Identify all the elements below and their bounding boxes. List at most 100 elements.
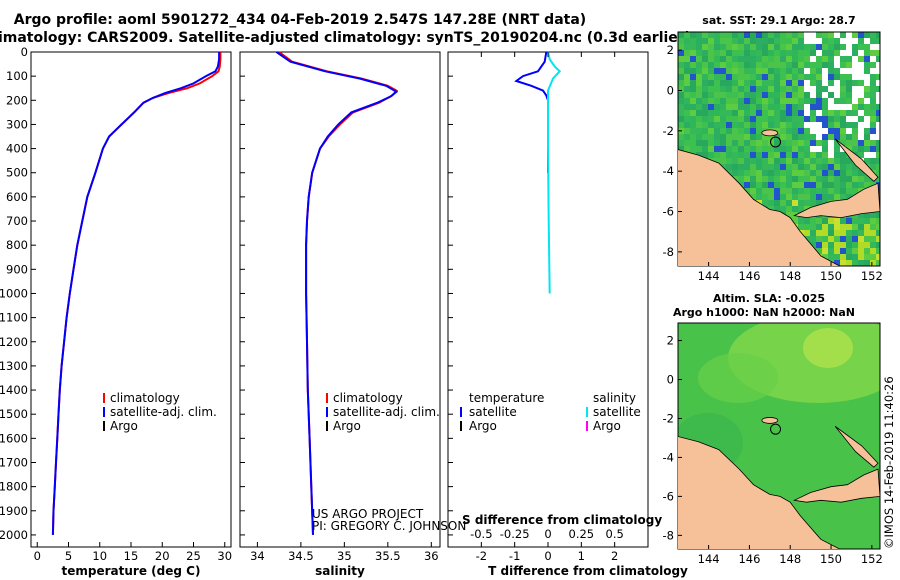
difference-panel: -2 -1 0 1 2T difference from climatology-0.5… — [447, 51, 688, 578]
sst-map: sat. SST: 29.1 Argo: 28.7 144 146 148 150 152… — [663, 14, 883, 283]
y-tick-label: 2000 — [0, 528, 28, 542]
map-y-tick-label: -6 — [663, 205, 674, 219]
map-y-tick-label: -4 — [663, 164, 674, 178]
map-x-tick-label: 152 — [861, 269, 883, 283]
x-tick-label: -1 — [509, 549, 520, 563]
map-y-tick-label: -8 — [663, 528, 674, 542]
x-tick-label: 35 — [337, 549, 352, 563]
salinity-panel: 34 34.5 35 35.5 36 salinity climatologysatelli… — [239, 51, 441, 578]
y-tick-label: 100 — [6, 69, 28, 83]
top-tick-label: 0.5 — [606, 527, 624, 541]
y-tick-label: 300 — [6, 117, 28, 131]
x-tick-label: 0 — [544, 549, 551, 563]
x-tick-label: 20 — [155, 549, 170, 563]
map-y-tick-label: 2 — [667, 334, 674, 348]
x-tick-label: 2 — [611, 549, 618, 563]
map-x-tick-label: 146 — [738, 269, 760, 283]
map-title-line-2: Argo h1000: NaN h2000: NaN — [673, 306, 855, 319]
new-guinea-land — [678, 149, 841, 266]
legend-entry: satellite — [593, 405, 641, 419]
y-tick-label: 600 — [6, 190, 28, 204]
map-y-tick-label: -2 — [663, 124, 674, 138]
temperature-panel: 0 5 10 15 20 25 30 temperature (deg C) 0 100 200 30… — [0, 45, 232, 578]
y-tick-label: 700 — [6, 214, 28, 228]
map-y-tick-label: -6 — [663, 489, 674, 503]
x-tick-label: 0 — [34, 549, 41, 563]
map-x-tick-label: 148 — [779, 552, 801, 566]
series-line-t-satellite — [514, 51, 549, 173]
y-tick-label: 1600 — [0, 431, 28, 445]
y-tick-label: 1300 — [0, 359, 28, 373]
map-y-tick-label: 0 — [667, 373, 674, 387]
title-line-2: Climatology: CARS2009. Satellite-adjuste… — [0, 30, 691, 46]
x-tick-label: 1 — [578, 549, 585, 563]
project-label: US ARGO PROJECT — [312, 507, 424, 521]
series-line-s-satellite — [547, 51, 562, 294]
map-x-tick-label: 150 — [820, 552, 842, 566]
x-tick-label: 34 — [250, 549, 265, 563]
map-y-tick-label: 2 — [667, 43, 674, 57]
axes-frame — [30, 51, 232, 548]
x-axis-label: salinity — [315, 564, 365, 578]
legend-entry: satellite — [469, 405, 517, 419]
x-tick-label: 35.5 — [375, 549, 401, 563]
x-tick-label: -2 — [476, 549, 487, 563]
new-guinea-land — [678, 436, 841, 549]
axes-frame — [239, 51, 441, 548]
x-tick-label: 30 — [217, 549, 232, 563]
x-tick-label: 36 — [424, 549, 439, 563]
y-tick-label: 900 — [6, 262, 28, 276]
x-axis-label: temperature (deg C) — [62, 564, 201, 578]
y-tick-label: 1700 — [0, 455, 28, 469]
map-title-line-1: Altim. SLA: -0.025 — [713, 292, 825, 305]
legend-entry: Argo — [333, 419, 361, 433]
new-britain-land — [793, 182, 880, 219]
y-tick-label: 1400 — [0, 383, 28, 397]
new-ireland-land — [834, 138, 879, 182]
new-ireland-land — [834, 425, 879, 468]
legend-entry: Argo — [110, 419, 138, 433]
top-tick-label: 0.25 — [569, 527, 595, 541]
y-tick-label: 1100 — [0, 311, 28, 325]
map-title: sat. SST: 29.1 Argo: 28.7 — [702, 14, 855, 27]
map-x-tick-label: 144 — [698, 269, 720, 283]
map-x-tick-label: 152 — [861, 552, 883, 566]
map-y-tick-label: -4 — [663, 450, 674, 464]
top-tick-label: 0 — [544, 527, 551, 541]
x-tick-label: 25 — [186, 549, 201, 563]
series-line-satellite-adj-clim- — [51, 52, 221, 535]
x-tick-label: 10 — [92, 549, 107, 563]
manus-island — [761, 417, 779, 424]
top-tick-label: -0.25 — [500, 527, 530, 541]
argo-location-marker — [770, 423, 782, 435]
legend-entry: Argo — [593, 419, 621, 433]
map-x-tick-label: 148 — [779, 269, 801, 283]
legend-entry: satellite-adj. clim. — [333, 405, 440, 419]
y-tick-label: 1000 — [0, 286, 28, 300]
x-tick-label: 15 — [124, 549, 139, 563]
legend-entry: climatology — [333, 391, 403, 405]
y-tick-label: 1500 — [0, 407, 28, 421]
new-britain-land — [792, 468, 880, 503]
map-y-tick-label: -8 — [663, 245, 674, 259]
pi-label: PI: GREGORY C. JOHNSON — [312, 519, 466, 533]
argo-location-marker — [770, 136, 782, 148]
map-y-tick-label: 0 — [667, 84, 674, 98]
x-axis-label: T difference from climatology — [488, 564, 688, 578]
map-x-tick-label: 146 — [738, 552, 760, 566]
y-tick-label: 1200 — [0, 335, 28, 349]
legend-header-temperature: temperature — [469, 391, 544, 405]
credit-label: ©IMOS 14-Feb-2019 11:40:26 — [882, 376, 896, 549]
title-line-1: Argo profile: aoml 5901272_434 04-Feb-20… — [14, 12, 586, 28]
legend-entry: satellite-adj. clim. — [110, 405, 217, 419]
y-tick-label: 1800 — [0, 480, 28, 494]
y-tick-label: 1900 — [0, 504, 28, 518]
x-tick-label: 5 — [65, 549, 72, 563]
y-tick-label: 200 — [6, 93, 28, 107]
series-line-satellite-adj-clim- — [275, 51, 399, 535]
map-y-tick-label: -2 — [663, 411, 674, 425]
map-x-tick-label: 150 — [820, 269, 842, 283]
legend-header-salinity: salinity — [593, 391, 636, 405]
